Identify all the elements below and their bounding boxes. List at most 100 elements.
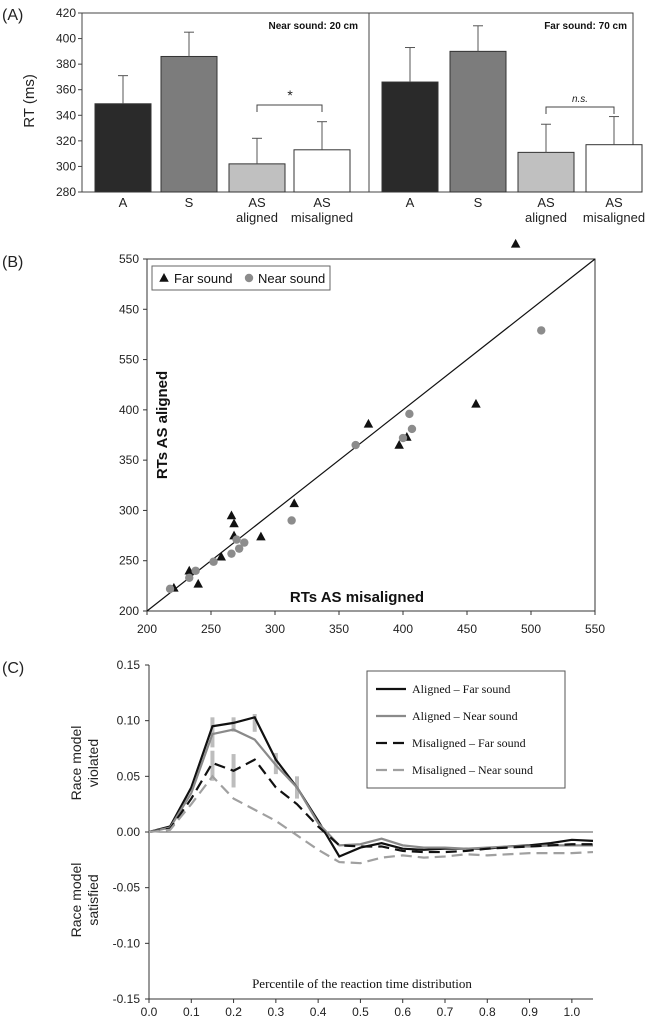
x-tick-label: 0.9	[521, 1005, 538, 1019]
x-tick-label: S	[474, 195, 483, 210]
panel-c-legend: Aligned – Far sound Aligned – Near sound M…	[366, 670, 566, 789]
panel-b-ylabel: RTs AS aligned	[154, 371, 171, 479]
scatter-point-circle	[191, 566, 200, 575]
scatter-point-circle	[232, 535, 241, 544]
x-tick-label: 550	[585, 622, 605, 636]
series-line-misaligned-far-sound	[148, 758, 593, 854]
panel-c-xlabel: Percentile of the reaction time distribu…	[252, 976, 472, 991]
series-line-misaligned-near-sound	[148, 774, 594, 865]
subpanel-near: Near sound: 20 cmA S ASalignedASmisaligned…	[94, 21, 359, 225]
x-tick-label: 350	[329, 622, 349, 636]
y-tick-label: 350	[119, 453, 139, 467]
bar	[449, 50, 507, 193]
y-tick-label: 400	[56, 32, 76, 46]
scatter-point-triangle	[193, 578, 203, 588]
scatter-point-triangle	[229, 518, 239, 528]
panel-c-ylabel-upper: violated	[85, 739, 101, 787]
y-tick-label: 0.00	[117, 825, 141, 839]
panel-c: (C) 0.15 0.10 0.05 0.00 -0.05 -0.10 -0.150.0 0.…	[2, 658, 594, 1019]
scatter-point-circle	[240, 538, 249, 547]
scatter-point-triangle	[216, 551, 226, 561]
y-tick-label: 360	[56, 83, 76, 97]
subpanel-title: Far sound: 70 cm	[544, 21, 627, 32]
y-tick-label: 400	[119, 403, 139, 417]
x-tick-label: aligned	[525, 210, 567, 225]
significance-label: n.s.	[572, 94, 588, 105]
x-tick-label: A	[406, 195, 415, 210]
bar	[381, 81, 439, 193]
bar	[160, 55, 218, 193]
legend-label: Near sound	[258, 271, 325, 286]
x-tick-label: AS	[605, 195, 623, 210]
y-tick-label: 300	[119, 503, 139, 517]
x-tick-label: 0.8	[479, 1005, 496, 1019]
x-tick-label: A	[119, 195, 128, 210]
legend-marker-triangle	[159, 273, 169, 282]
scatter-point-triangle	[363, 418, 374, 428]
y-tick-label: 550	[119, 252, 139, 266]
scatter-point-circle	[234, 544, 244, 553]
panel-label-a: (A)	[2, 7, 23, 24]
y-tick-label: 0.05	[117, 769, 141, 783]
x-tick-label: misaligned	[583, 210, 645, 225]
x-tick-label: 0.4	[310, 1005, 327, 1019]
scatter-point-circle	[407, 424, 417, 434]
subpanel-title: Near sound: 20 cm	[269, 21, 359, 32]
y-tick-label: 420	[56, 6, 76, 20]
scatter-point-triangle	[510, 238, 521, 248]
x-tick-label: 0.2	[225, 1005, 242, 1019]
panel-a: (A) RT (ms) 280 300 320 340 360 380 400 420 Near…	[2, 6, 645, 225]
bar	[585, 144, 643, 193]
x-tick-label: S	[185, 195, 194, 210]
panel-c-ylabel-upper: Race model	[68, 726, 84, 801]
legend-marker-circle	[244, 273, 254, 283]
x-tick-label: 400	[393, 622, 413, 636]
y-tick-label: 340	[56, 108, 76, 122]
bar	[94, 103, 152, 193]
scatter-point-triangle	[184, 565, 194, 575]
x-tick-label: AS	[313, 195, 331, 210]
scatter-point-triangle	[226, 510, 237, 520]
panel-b: (B) 200 250 300 350 400 450 500 550 200 250 300 350…	[2, 238, 605, 636]
y-tick-label: 320	[56, 134, 76, 148]
x-tick-label: 0.7	[437, 1005, 454, 1019]
y-tick-label: 450	[119, 302, 139, 316]
y-tick-label: 0.15	[117, 658, 141, 672]
bar	[293, 149, 351, 193]
panel-label-b: (B)	[2, 254, 23, 271]
x-tick-label: 0.0	[141, 1005, 158, 1019]
y-tick-label: 200	[119, 604, 139, 618]
legend-label: Far sound	[174, 271, 233, 286]
scatter-point-circle	[227, 549, 236, 558]
x-tick-label: 250	[201, 622, 221, 636]
panel-a-frame	[81, 12, 634, 193]
scatter-point-circle	[398, 433, 408, 443]
legend-label: Misaligned – Far sound	[412, 736, 526, 750]
legend-label: Aligned – Near sound	[412, 709, 518, 723]
y-tick-label: 550	[119, 353, 139, 367]
series-far-sound	[169, 238, 521, 592]
y-tick-label: -0.05	[113, 881, 141, 895]
y-tick-label: 250	[119, 554, 139, 568]
panel-c-ylabel-lower: Race model	[68, 863, 84, 938]
subpanel-far: Far sound: 70 cmA S ASalignedASmisalignedn…	[381, 21, 645, 225]
scatter-point-circle	[405, 409, 414, 419]
series-near-sound	[165, 326, 546, 594]
x-tick-label: 450	[457, 622, 477, 636]
panel-b-frame	[146, 258, 596, 612]
scatter-point-circle	[351, 440, 360, 450]
x-tick-label: AS	[248, 195, 266, 210]
scatter-point-triangle	[256, 531, 266, 541]
significance-bracket	[545, 106, 615, 114]
bar	[228, 163, 286, 193]
x-tick-label: 0.5	[352, 1005, 369, 1019]
significance-label: *	[287, 87, 293, 103]
x-tick-label: AS	[537, 195, 555, 210]
x-tick-label: misaligned	[291, 210, 353, 225]
panel-b-xlabel: RTs AS misaligned	[290, 589, 424, 606]
y-tick-label: 300	[56, 159, 76, 173]
panel-label-c: (C)	[2, 660, 24, 677]
x-tick-label: 500	[521, 622, 541, 636]
scatter-point-circle	[165, 584, 175, 594]
